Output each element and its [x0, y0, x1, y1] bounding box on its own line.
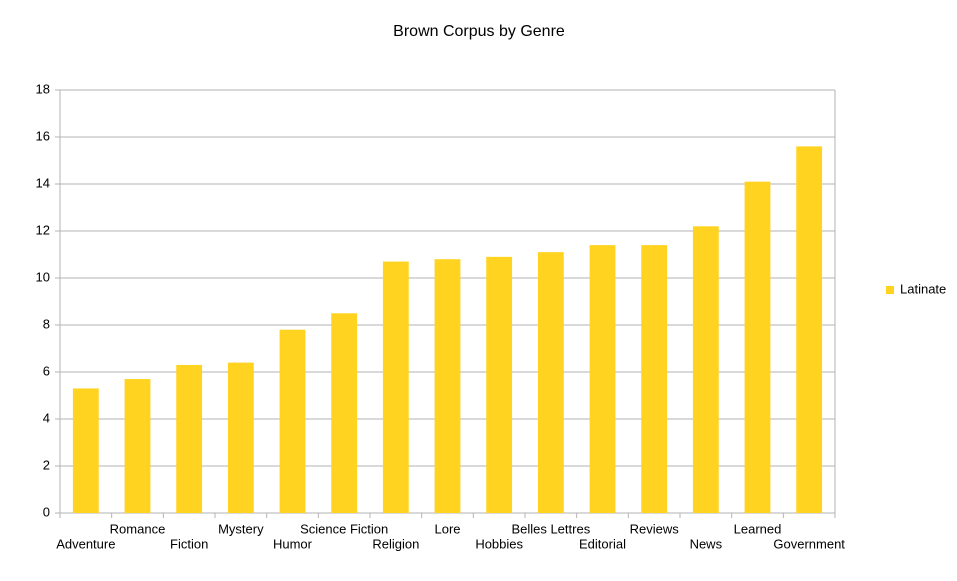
bar: [537, 252, 564, 513]
bar: [176, 364, 203, 513]
x-tick-label: Humor: [273, 536, 313, 551]
x-tick-label: Editorial: [579, 536, 626, 551]
y-tick-label: 18: [36, 81, 50, 96]
x-tick-label: Hobbies: [475, 536, 523, 551]
x-tick-label: Fiction: [170, 536, 208, 551]
bar: [382, 261, 409, 513]
x-tick-label: Adventure: [56, 536, 115, 551]
y-tick-label: 2: [43, 457, 50, 472]
bar: [124, 379, 151, 513]
bar: [486, 256, 513, 513]
x-tick-label: Government: [773, 536, 845, 551]
y-tick-label: 16: [36, 128, 50, 143]
bar: [796, 146, 823, 513]
y-tick-label: 0: [43, 504, 50, 519]
bar: [692, 226, 719, 514]
bar: [331, 313, 358, 513]
y-tick-label: 8: [43, 316, 50, 331]
bar: [641, 245, 668, 513]
x-tick-label: Learned: [734, 521, 782, 536]
legend-label: Latinate: [900, 281, 946, 296]
x-tick-label: News: [690, 536, 723, 551]
bar: [227, 362, 254, 513]
bar: [434, 259, 461, 513]
chart-title: Brown Corpus by Genre: [393, 23, 565, 40]
x-tick-label: Mystery: [218, 521, 264, 536]
bar: [589, 245, 616, 513]
x-tick-label: Reviews: [630, 521, 680, 536]
y-tick-label: 10: [36, 269, 50, 284]
legend-swatch: [886, 286, 894, 294]
x-tick-label: Belles Lettres: [511, 521, 590, 536]
x-tick-label: Lore: [434, 521, 460, 536]
bar: [279, 329, 306, 513]
y-tick-label: 6: [43, 363, 50, 378]
x-tick-label: Science Fiction: [300, 521, 388, 536]
x-tick-label: Romance: [110, 521, 166, 536]
bar: [744, 181, 771, 513]
bar: [72, 388, 99, 513]
y-tick-label: 14: [36, 175, 50, 190]
x-tick-label: Religion: [372, 536, 419, 551]
y-tick-label: 12: [36, 222, 50, 237]
y-tick-label: 4: [43, 410, 50, 425]
